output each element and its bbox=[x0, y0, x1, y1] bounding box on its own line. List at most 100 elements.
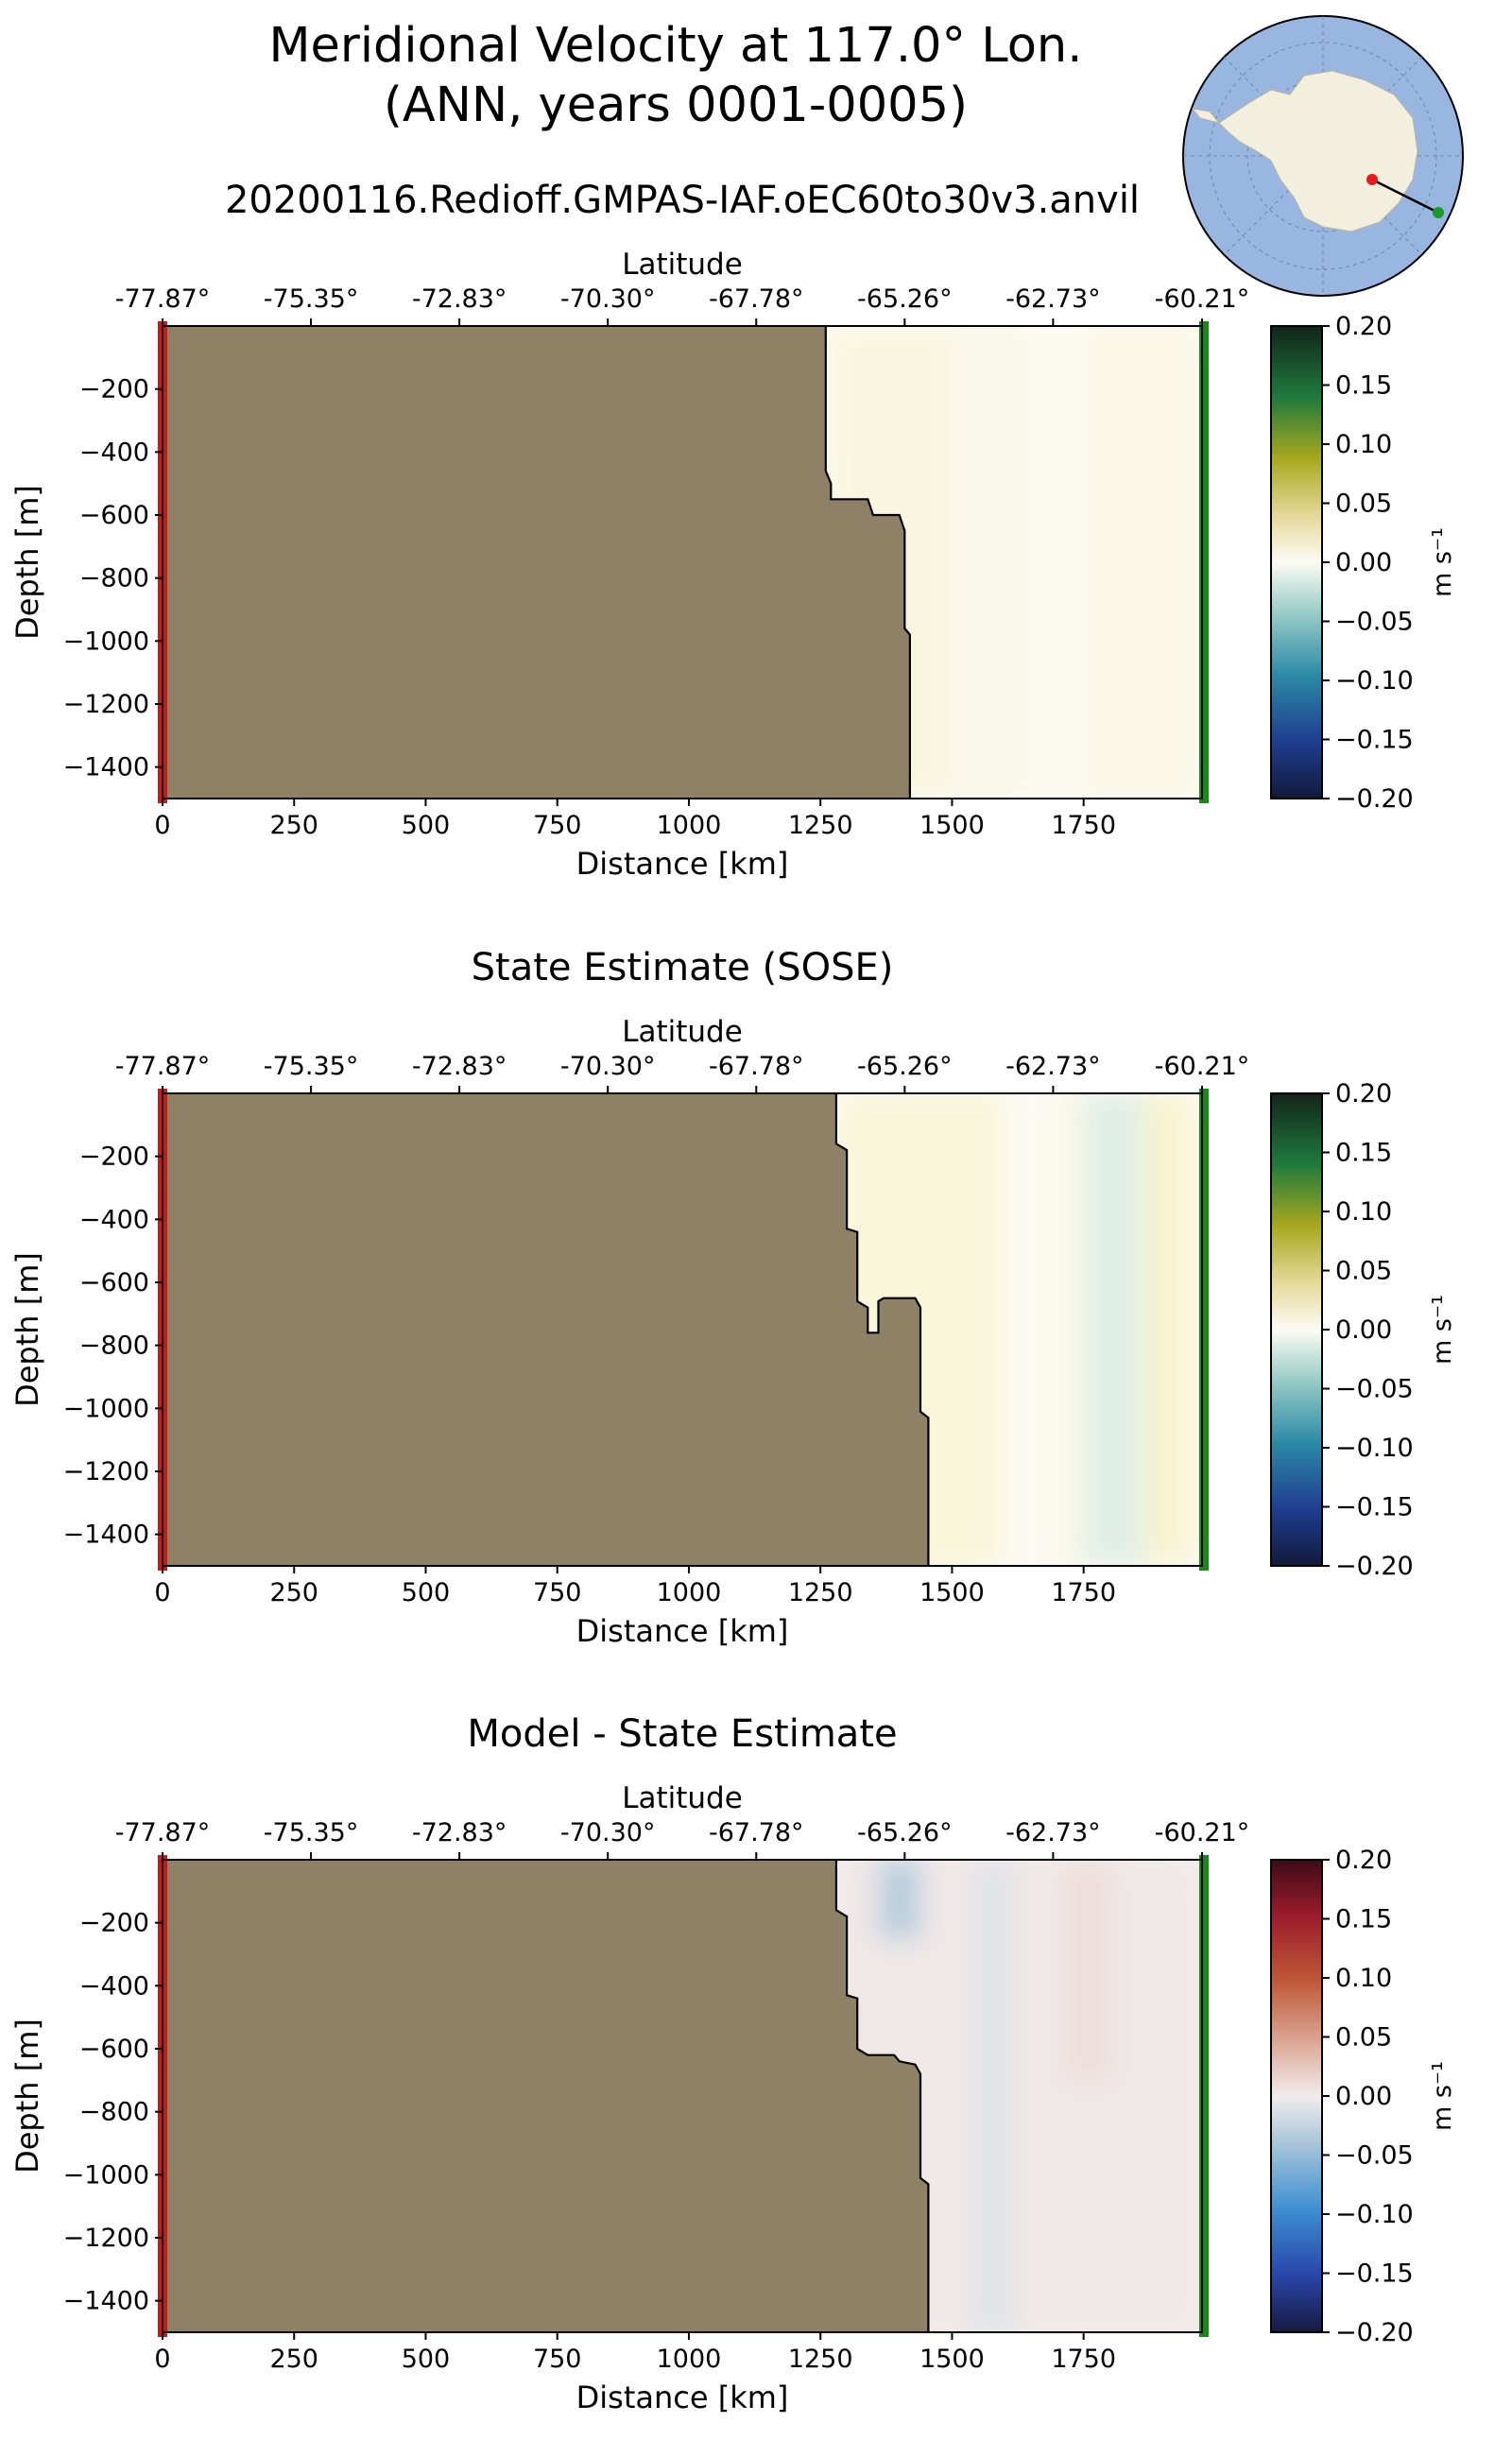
y-axis-label: Depth [m] bbox=[9, 2019, 45, 2174]
figure-title-line1: Meridional Velocity at 117.0° Lon. bbox=[269, 18, 1083, 74]
colorbar-tick-label: −0.10 bbox=[1335, 1434, 1414, 1463]
y-tick-label: −800 bbox=[79, 2098, 149, 2127]
y-tick-label: −200 bbox=[79, 375, 149, 404]
colorbar-tick-label: −0.15 bbox=[1335, 1493, 1414, 1522]
panel-title: State Estimate (SOSE) bbox=[472, 946, 894, 989]
latitude-tick-label: -62.73° bbox=[1005, 1052, 1101, 1081]
x-tick-label: 1500 bbox=[919, 811, 985, 840]
y-tick-label: −1200 bbox=[63, 2224, 149, 2253]
panels: 20200116.Redioff.GMPAS-IAF.oEC60to30v3.a… bbox=[9, 179, 1457, 2415]
x-tick-label: 1250 bbox=[788, 1578, 853, 1607]
panel-1: 20200116.Redioff.GMPAS-IAF.oEC60to30v3.a… bbox=[9, 179, 1457, 882]
colorbar-tick-label: 0.20 bbox=[1335, 1846, 1392, 1875]
x-tick-label: 750 bbox=[533, 1578, 582, 1607]
land-bathymetry bbox=[163, 326, 910, 799]
latitude-tick-label: -60.21° bbox=[1155, 284, 1250, 314]
colorbar-tick-label: −0.15 bbox=[1335, 2259, 1414, 2289]
figure-title-line2: (ANN, years 0001-0005) bbox=[384, 77, 968, 133]
latitude-axis-label: Latitude bbox=[622, 1781, 743, 1815]
bathymetry-outline bbox=[824, 326, 911, 799]
y-tick-label: −1200 bbox=[63, 690, 149, 719]
colorbar-tick-label: −0.05 bbox=[1335, 608, 1414, 637]
x-tick-label: 1750 bbox=[1051, 811, 1116, 840]
inset-polar-map bbox=[1182, 15, 1464, 297]
latitude-tick-label: -75.35° bbox=[264, 1052, 359, 1081]
plot-frame bbox=[162, 1092, 1203, 1567]
colorbar-tick-label: −0.05 bbox=[1335, 1375, 1414, 1404]
panel-title: 20200116.Redioff.GMPAS-IAF.oEC60to30v3.a… bbox=[225, 179, 1140, 222]
x-tick-label: 0 bbox=[154, 811, 170, 840]
latitude-tick-label: -67.78° bbox=[709, 1818, 804, 1847]
field-columns bbox=[837, 1093, 1194, 1566]
y-tick-label: −1000 bbox=[63, 1394, 149, 1423]
latitude-tick-label: -62.73° bbox=[1005, 1818, 1101, 1847]
x-tick-label: 1000 bbox=[657, 1578, 722, 1607]
plot-frame bbox=[162, 1859, 1203, 2333]
transect-end-bar bbox=[1199, 321, 1209, 803]
x-tick-label: 1500 bbox=[919, 1578, 985, 1607]
y-tick-label: −400 bbox=[79, 438, 149, 467]
x-tick-label: 750 bbox=[533, 811, 582, 840]
colorbar-tick-label: −0.15 bbox=[1335, 726, 1414, 755]
latitude-tick-label: -62.73° bbox=[1005, 284, 1101, 314]
x-tick-label: 1250 bbox=[788, 2345, 853, 2374]
colorbar-tick-label: −0.05 bbox=[1335, 2141, 1414, 2171]
bathymetry-outline bbox=[834, 1860, 930, 2332]
x-tick-label: 1750 bbox=[1051, 2345, 1116, 2374]
y-tick-label: −400 bbox=[79, 1971, 149, 2001]
y-tick-label: −1400 bbox=[63, 753, 149, 782]
y-axis-label: Depth [m] bbox=[9, 1252, 45, 1407]
y-tick-label: −600 bbox=[79, 1268, 149, 1297]
y-tick-label: −1400 bbox=[63, 2287, 149, 2316]
colorbar-label: m s⁻¹ bbox=[1428, 1295, 1457, 1365]
colorbar-tick-label: −0.10 bbox=[1335, 666, 1414, 696]
colorbar-label: m s⁻¹ bbox=[1428, 527, 1457, 597]
colorbar-tick-label: 0.00 bbox=[1335, 2082, 1392, 2111]
latitude-tick-label: -72.83° bbox=[412, 284, 507, 314]
latitude-tick-label: -77.87° bbox=[115, 1052, 211, 1081]
latitude-tick-label: -72.83° bbox=[412, 1052, 507, 1081]
x-tick-label: 1000 bbox=[657, 811, 722, 840]
colorbar-tick-label: 0.10 bbox=[1335, 430, 1392, 459]
transect-end-bar bbox=[1199, 1855, 1209, 2337]
y-tick-label: −400 bbox=[79, 1205, 149, 1234]
transect-line bbox=[1371, 178, 1439, 215]
colorbar-tick-label: 0.10 bbox=[1335, 1197, 1392, 1227]
x-tick-label: 500 bbox=[402, 2345, 451, 2374]
colorbar-tick-label: 0.05 bbox=[1335, 490, 1392, 519]
x-tick-label: 0 bbox=[154, 1578, 170, 1607]
land-bathymetry bbox=[163, 1093, 929, 1566]
latitude-tick-label: -77.87° bbox=[115, 284, 211, 314]
x-tick-label: 250 bbox=[269, 1578, 318, 1607]
colorbar-tick-label: −0.20 bbox=[1335, 2318, 1414, 2347]
latitude-tick-label: -65.26° bbox=[857, 1818, 953, 1847]
land-bathymetry bbox=[163, 1860, 929, 2332]
x-axis-label: Distance [km] bbox=[576, 846, 789, 882]
latitude-tick-label: -60.21° bbox=[1155, 1052, 1250, 1081]
x-tick-label: 1500 bbox=[919, 2345, 985, 2374]
colorbar-tick-label: 0.15 bbox=[1335, 1139, 1392, 1168]
y-tick-label: −1200 bbox=[63, 1457, 149, 1486]
latitude-tick-label: -70.30° bbox=[560, 1052, 656, 1081]
y-tick-label: −200 bbox=[79, 1143, 149, 1172]
transect-end-bar bbox=[1199, 1089, 1209, 1571]
colorbar-tick-label: 0.05 bbox=[1335, 2023, 1392, 2053]
latitude-axis-label: Latitude bbox=[622, 248, 743, 282]
latitude-axis-label: Latitude bbox=[622, 1015, 743, 1049]
velocity-column bbox=[1089, 326, 1194, 799]
latitude-tick-label: -72.83° bbox=[412, 1818, 507, 1847]
panel-2: State Estimate (SOSE) Latitude 0 250 500 750 1… bbox=[9, 946, 1457, 1649]
latitude-tick-label: -70.30° bbox=[560, 1818, 656, 1847]
latitude-tick-label: -67.78° bbox=[709, 284, 804, 314]
latitude-tick-label: -75.35° bbox=[264, 284, 359, 314]
bathymetry-outline bbox=[834, 1093, 930, 1566]
antarctica-landmass bbox=[1191, 70, 1418, 232]
latitude-tick-label: -65.26° bbox=[857, 1052, 953, 1081]
velocity-column bbox=[1046, 1093, 1084, 1566]
y-tick-label: −1000 bbox=[63, 2160, 149, 2190]
y-tick-label: −1000 bbox=[63, 627, 149, 656]
colorbar-tick-label: 0.15 bbox=[1335, 371, 1392, 401]
velocity-column bbox=[972, 1860, 1016, 2332]
x-tick-label: 0 bbox=[154, 2345, 170, 2374]
